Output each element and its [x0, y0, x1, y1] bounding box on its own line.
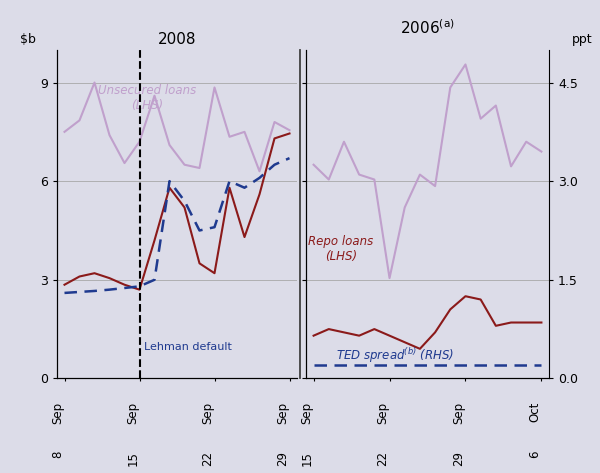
Text: $b: $b — [20, 34, 35, 46]
Text: Sep: Sep — [52, 402, 65, 423]
Text: 6: 6 — [529, 451, 541, 458]
Text: 29: 29 — [277, 451, 290, 466]
Text: Sep: Sep — [377, 402, 389, 423]
Text: Repo loans
(LHS): Repo loans (LHS) — [308, 235, 374, 263]
Text: Unsecured loans
(LHS): Unsecured loans (LHS) — [98, 84, 196, 112]
Text: Lehman default: Lehman default — [144, 342, 232, 352]
Text: TED spread$^{\mathregular{(b)}}$ (RHS): TED spread$^{\mathregular{(b)}}$ (RHS) — [337, 346, 454, 365]
Text: 15: 15 — [301, 451, 314, 465]
Text: 8: 8 — [52, 451, 65, 458]
Text: Sep: Sep — [127, 402, 139, 423]
Text: 22: 22 — [202, 451, 215, 466]
Text: Oct: Oct — [529, 402, 541, 422]
Text: 15: 15 — [127, 451, 139, 465]
Text: Sep: Sep — [301, 402, 314, 423]
Text: 29: 29 — [452, 451, 466, 466]
Title: 2008: 2008 — [158, 32, 196, 47]
Text: 22: 22 — [377, 451, 389, 466]
Text: Sep: Sep — [202, 402, 215, 423]
Text: ppt: ppt — [572, 34, 593, 46]
Text: 2006$^{\mathregular{(a)}}$: 2006$^{\mathregular{(a)}}$ — [400, 18, 455, 36]
Text: Sep: Sep — [277, 402, 290, 423]
Text: Sep: Sep — [452, 402, 466, 423]
